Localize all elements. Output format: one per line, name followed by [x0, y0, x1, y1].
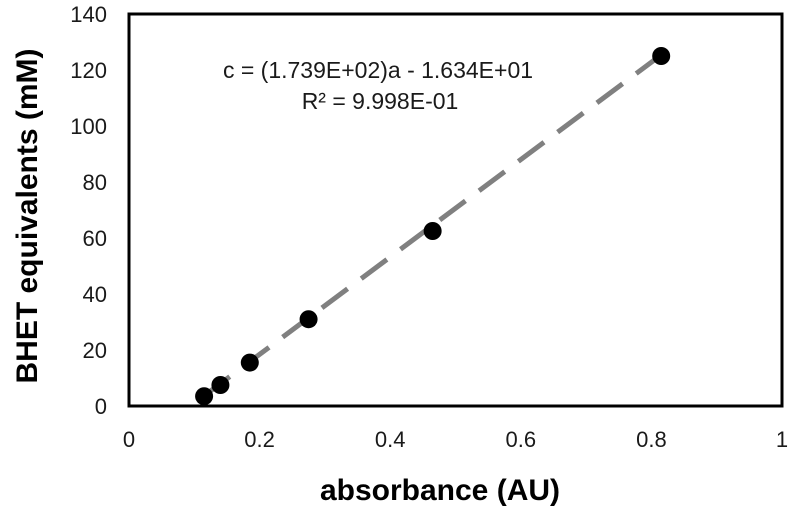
y-tick-label: 0 [95, 394, 107, 419]
plot-area-frame [127, 12, 784, 408]
r-squared-annotation: R² = 9.998E-01 [302, 88, 459, 114]
data-point [423, 222, 442, 240]
data-point [652, 47, 671, 65]
data-point [299, 310, 318, 329]
x-axis-title: absorbance (AU) [320, 474, 560, 507]
data-point [211, 376, 230, 394]
x-tick-label: 0.4 [375, 427, 406, 452]
x-tick-label: 0.6 [506, 427, 537, 452]
x-tick-label: 1 [776, 427, 788, 452]
data-point [240, 353, 259, 372]
x-tick-label: 0.8 [636, 427, 667, 452]
x-tick-label: 0 [123, 427, 135, 452]
equation-annotation: c = (1.739E+02)a - 1.634E+01 [223, 57, 533, 83]
y-tick-label: 100 [70, 114, 107, 139]
y-axis-title: BHET equivalents (mM) [11, 48, 44, 383]
y-tick-label: 40 [83, 282, 107, 307]
x-tick-label: 0.2 [244, 427, 275, 452]
y-tick-label: 60 [83, 226, 107, 251]
data-point [195, 387, 214, 406]
y-tick-label: 20 [83, 338, 107, 363]
y-tick-label: 120 [70, 58, 107, 83]
y-tick-label: 140 [70, 2, 107, 27]
y-tick-label: 80 [83, 170, 107, 195]
